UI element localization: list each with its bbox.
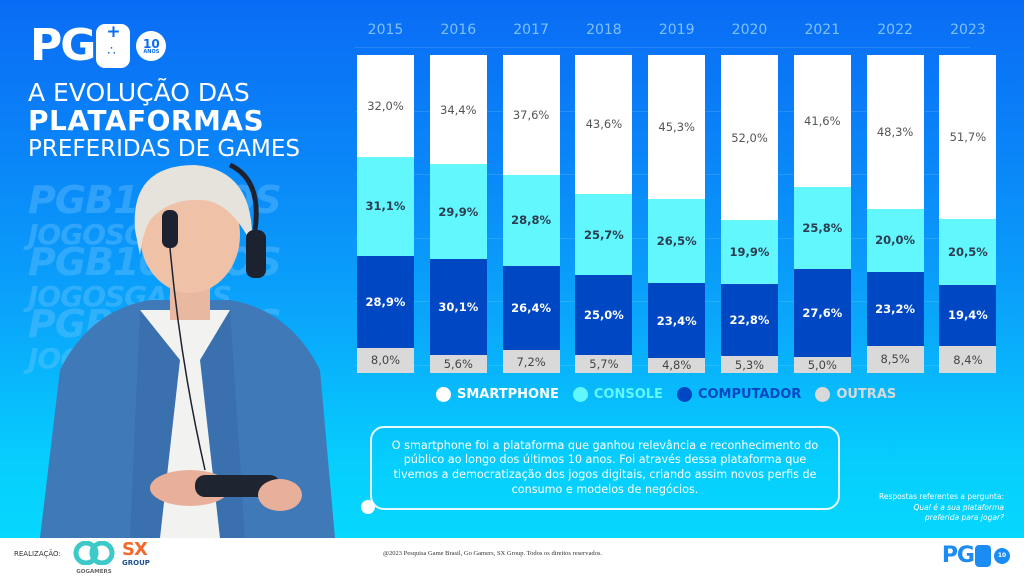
legend-item-console: CONSOLE bbox=[572, 387, 663, 402]
bar-segment-computador: 23,2% bbox=[866, 272, 924, 346]
bar-segment-smartphone: 37,6% bbox=[502, 55, 560, 175]
gogamers-text: GOGAMERS bbox=[76, 569, 112, 575]
x-tick-label: 2023 bbox=[950, 22, 986, 38]
legend-label: SMARTPHONE bbox=[457, 387, 559, 402]
bar-segment-computador: 22,8% bbox=[721, 283, 778, 357]
gamer-photo bbox=[40, 162, 335, 538]
infographic-canvas: PGB10ANOS JOGOSGAMES PGB10ANOS JOGOSGAME… bbox=[0, 0, 1024, 538]
legend-dot-smartphone bbox=[436, 387, 451, 402]
headphone-cable bbox=[169, 247, 206, 471]
gamepad-icon bbox=[96, 22, 131, 68]
page-title: A EVOLUÇÃO DAS PLATAFORMAS PREFERIDAS DE… bbox=[28, 80, 300, 161]
title-line-1: A EVOLUÇÃO DAS bbox=[28, 78, 250, 107]
legend-item-computador: COMPUTADOR bbox=[676, 387, 802, 402]
pgb-logo: PG 10 ANOS bbox=[30, 20, 167, 71]
bar-segment-console: 20,5% bbox=[939, 219, 997, 285]
bar-segment-outras: 7,2% bbox=[502, 350, 560, 373]
footer-badge: 10 bbox=[994, 547, 1010, 564]
bar-segment-console: 29,9% bbox=[429, 164, 487, 260]
realizacao-label: REALIZAÇÃO: bbox=[14, 550, 61, 558]
bar-segment-console: 31,1% bbox=[357, 156, 414, 256]
legend-dot-console bbox=[572, 387, 588, 402]
headphone-left bbox=[162, 210, 178, 248]
legend-dot-computador bbox=[676, 387, 692, 402]
gridline bbox=[355, 47, 970, 48]
x-tick-label: 2022 bbox=[877, 22, 913, 38]
headphone-band bbox=[228, 162, 259, 231]
badge-label: ANOS bbox=[143, 48, 160, 55]
chart-legend: SMARTPHONE CONSOLE COMPUTADOR OUTRAS bbox=[436, 387, 896, 402]
copyright-text: @2023 Pesquisa Game Brasil, Go Gamers, S… bbox=[383, 550, 602, 557]
bar-segment-computador: 30,1% bbox=[429, 259, 487, 356]
bar-segment-computador: 23,4% bbox=[648, 283, 706, 358]
anniversary-badge: 10 ANOS bbox=[136, 31, 167, 61]
question-intro: Respostas referentes a pergunta: bbox=[878, 492, 1004, 501]
bar-segment-console: 19,9% bbox=[721, 220, 778, 284]
x-tick-label: 2016 bbox=[440, 22, 477, 38]
bar-segment-console: 26,5% bbox=[648, 199, 706, 284]
callout-text: O smartphone foi a plataforma que ganhou… bbox=[391, 438, 819, 496]
callout-dot bbox=[361, 500, 375, 514]
bar-segment-console: 28,8% bbox=[502, 174, 560, 267]
bar-segment-computador: 25,0% bbox=[575, 275, 633, 355]
right-hand bbox=[258, 479, 302, 511]
legend-label: CONSOLE bbox=[593, 387, 663, 402]
bar-segment-computador: 27,6% bbox=[793, 269, 851, 358]
question-line-1: Qual é a sua plataforma bbox=[913, 502, 1004, 512]
bar-segment-computador: 26,4% bbox=[502, 266, 560, 351]
bar-segment-outras: 8,5% bbox=[866, 345, 924, 373]
bar-segment-smartphone: 52,0% bbox=[721, 55, 778, 221]
bar-segment-outras: 5,3% bbox=[721, 356, 778, 373]
x-tick-label: 2021 bbox=[804, 22, 841, 38]
bar-segment-outras: 8,4% bbox=[939, 346, 997, 373]
bar-segment-console: 20,0% bbox=[866, 208, 924, 273]
bar-segment-outras: 5,0% bbox=[793, 357, 851, 373]
bar-segment-smartphone: 51,7% bbox=[939, 55, 997, 220]
headphone-right bbox=[246, 230, 266, 278]
footer-pgb-logo: PG 10 bbox=[942, 543, 1010, 568]
title-line-2: PLATAFORMAS bbox=[28, 104, 265, 137]
bar-segment-outras: 5,6% bbox=[429, 355, 487, 373]
survey-question: Respostas referentes a pergunta: Qual é … bbox=[879, 492, 1004, 524]
footer: REALIZAÇÃO: GOGAMERS SX GROUP @2023 Pesq… bbox=[0, 538, 1024, 576]
legend-dot-outras bbox=[815, 387, 831, 402]
hair bbox=[134, 165, 253, 255]
sx-group-logo: SX GROUP bbox=[122, 541, 156, 573]
legend-label: OUTRAS bbox=[836, 387, 897, 402]
bar-segment-console: 25,8% bbox=[793, 187, 851, 270]
x-tick-label: 2017 bbox=[513, 22, 549, 38]
logo-text: PG bbox=[30, 20, 96, 71]
shirt-collar-left bbox=[130, 310, 180, 538]
x-tick-label: 2015 bbox=[367, 22, 404, 38]
insight-callout: O smartphone foi a plataforma que ganhou… bbox=[370, 426, 840, 510]
x-tick-label: 2019 bbox=[658, 22, 695, 38]
gogamers-icon bbox=[73, 540, 115, 566]
bar-segment-console: 25,7% bbox=[575, 193, 633, 276]
bar-segment-smartphone: 34,4% bbox=[429, 55, 487, 165]
legend-label: COMPUTADOR bbox=[697, 387, 802, 402]
footer-gamepad-icon bbox=[975, 544, 991, 567]
legend-item-smartphone: SMARTPHONE bbox=[436, 387, 559, 402]
bar-segment-smartphone: 43,6% bbox=[575, 55, 633, 194]
group-text: GROUP bbox=[122, 559, 150, 567]
bar-segment-outras: 4,8% bbox=[648, 357, 706, 373]
bar-segment-smartphone: 32,0% bbox=[357, 55, 414, 157]
bar-segment-outras: 8,0% bbox=[357, 347, 414, 373]
bar-segment-smartphone: 41,6% bbox=[793, 55, 851, 188]
sx-text: SX bbox=[122, 539, 148, 560]
title-line-3: PREFERIDAS DE GAMES bbox=[28, 136, 300, 162]
question-line-2: preferida para jogar? bbox=[924, 513, 1004, 522]
badge-number: 10 bbox=[143, 36, 160, 51]
x-tick-label: 2018 bbox=[586, 22, 622, 38]
bar-segment-computador: 28,9% bbox=[357, 255, 414, 348]
bar-segment-computador: 19,4% bbox=[939, 284, 997, 347]
footer-logo-text: PG bbox=[941, 543, 975, 568]
gogamers-logo: GOGAMERS bbox=[72, 540, 116, 575]
bar-segment-smartphone: 48,3% bbox=[866, 55, 924, 209]
bar-segment-smartphone: 45,3% bbox=[648, 55, 706, 200]
legend-item-outras: OUTRAS bbox=[815, 387, 896, 402]
bar-segment-outras: 5,7% bbox=[575, 354, 633, 373]
x-tick-label: 2020 bbox=[731, 22, 768, 38]
